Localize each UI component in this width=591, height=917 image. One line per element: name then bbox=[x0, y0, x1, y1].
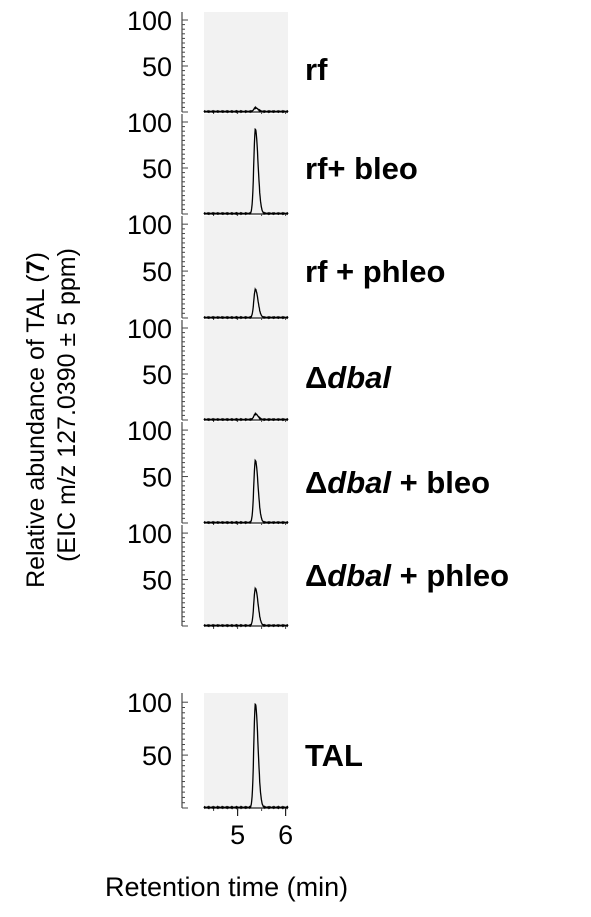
chromatogram-trace bbox=[203, 586, 289, 628]
chromatogram-trace bbox=[203, 703, 289, 810]
y-tick-label: 100 bbox=[127, 688, 172, 718]
y-tick-label: 100 bbox=[127, 314, 172, 344]
y-tick-label: 50 bbox=[142, 741, 172, 771]
y-tick-label: 50 bbox=[142, 360, 172, 390]
y-tick-label: 100 bbox=[127, 210, 172, 240]
sample-label-dbal: Δdbal bbox=[305, 360, 392, 395]
y-tick-label: 50 bbox=[142, 566, 172, 596]
y-tick-label: 50 bbox=[142, 154, 172, 184]
y-tick-label: 50 bbox=[142, 257, 172, 287]
plot-area bbox=[204, 320, 288, 420]
y-tick-label: 100 bbox=[127, 108, 172, 138]
chromatogram-trace bbox=[203, 105, 289, 114]
chromatogram-trace bbox=[203, 287, 289, 320]
plot-area bbox=[204, 12, 288, 112]
plot-area bbox=[204, 422, 288, 523]
sample-label-rf-phleo: rf + phleo bbox=[305, 254, 446, 289]
sample-label-rf: rf bbox=[305, 52, 328, 87]
y-tick-label: 100 bbox=[127, 519, 172, 549]
plot-area bbox=[204, 693, 288, 808]
sample-label-rf-bleo: rf+ bleo bbox=[305, 151, 418, 186]
x-tick-label: 6 bbox=[278, 820, 293, 850]
plot-area bbox=[204, 525, 288, 626]
sample-label-tal: TAL bbox=[305, 738, 363, 773]
sample-label-dbal-phleo: Δdbal + phleo bbox=[305, 558, 510, 593]
chromatogram-trace bbox=[203, 458, 289, 525]
chromatogram-trace bbox=[203, 411, 289, 422]
y-tick-label: 100 bbox=[127, 6, 172, 36]
y-tick-label: 100 bbox=[127, 416, 172, 446]
sample-label-dbal-bleo: Δdbal + bleo bbox=[305, 465, 491, 500]
chromatogram-trace bbox=[203, 128, 289, 216]
y-tick-label: 50 bbox=[142, 463, 172, 493]
x-axis-label: Retention time (min) bbox=[105, 872, 349, 902]
plot-area bbox=[204, 216, 288, 318]
x-tick-label: 5 bbox=[230, 820, 245, 850]
y-tick-label: 50 bbox=[142, 52, 172, 82]
plot-area bbox=[204, 114, 288, 214]
